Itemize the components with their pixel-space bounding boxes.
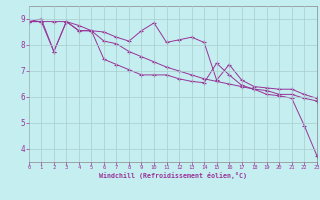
X-axis label: Windchill (Refroidissement éolien,°C): Windchill (Refroidissement éolien,°C) <box>99 172 247 179</box>
